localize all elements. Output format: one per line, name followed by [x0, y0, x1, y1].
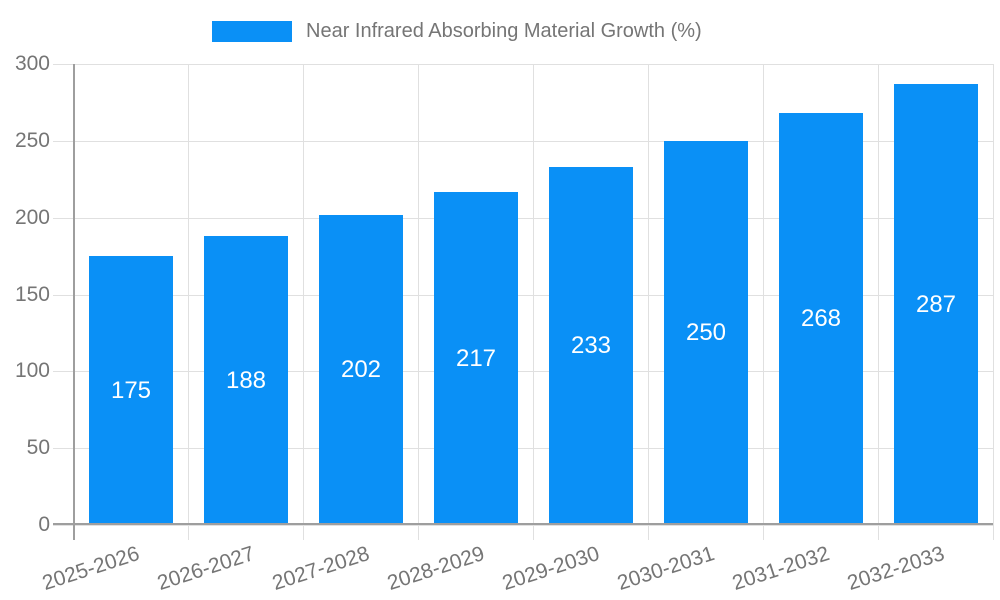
- bar-2030-2031[interactable]: [664, 141, 748, 523]
- gridline-vertical: [648, 64, 649, 540]
- x-axis-tick-label: 2026-2027: [154, 542, 258, 595]
- gridline-vertical: [533, 64, 534, 540]
- bar-2026-2027[interactable]: [204, 236, 288, 523]
- y-axis-tick-label: 100: [14, 359, 50, 382]
- bar-2032-2033[interactable]: [894, 84, 978, 523]
- gridline-vertical: [418, 64, 419, 540]
- y-axis-tick-label: 150: [14, 283, 50, 306]
- bar-2028-2029[interactable]: [434, 192, 518, 523]
- y-axis-line: [73, 64, 75, 540]
- gridline-vertical: [993, 64, 994, 540]
- x-axis-tick-label: 2028-2029: [384, 542, 488, 595]
- gridline-horizontal: [53, 448, 993, 449]
- gridline-vertical: [763, 64, 764, 540]
- legend-swatch: [212, 21, 292, 42]
- y-axis-tick-label: 0: [38, 513, 50, 536]
- gridline-horizontal: [53, 64, 993, 65]
- y-axis-tick-label: 200: [14, 206, 50, 229]
- legend-label: Near Infrared Absorbing Material Growth …: [306, 20, 702, 42]
- y-axis-tick-label: 300: [14, 52, 50, 75]
- gridline-horizontal: [53, 218, 993, 219]
- gridline-horizontal: [53, 371, 993, 372]
- gridline-vertical: [303, 64, 304, 540]
- bar-2025-2026[interactable]: [89, 256, 173, 523]
- x-axis-tick-label: 2029-2030: [499, 542, 603, 595]
- y-axis-tick-label: 50: [26, 436, 50, 459]
- legend-item[interactable]: Near Infrared Absorbing Material Growth …: [212, 21, 702, 42]
- gridline-horizontal: [53, 525, 993, 526]
- gridline-horizontal: [53, 295, 993, 296]
- bar-2027-2028[interactable]: [319, 215, 403, 523]
- gridline-vertical: [878, 64, 879, 540]
- x-axis-line: [53, 523, 993, 525]
- x-axis-tick-label: 2032-2033: [844, 542, 948, 595]
- gridline-vertical: [188, 64, 189, 540]
- gridline-horizontal: [53, 141, 993, 142]
- x-axis-tick-label: 2031-2032: [729, 542, 833, 595]
- x-axis-tick-label: 2025-2026: [39, 542, 143, 595]
- bar-2031-2032[interactable]: [779, 113, 863, 523]
- x-axis-tick-label: 2027-2028: [269, 542, 373, 595]
- y-axis-tick-label: 250: [14, 129, 50, 152]
- bar-2029-2030[interactable]: [549, 167, 633, 523]
- x-axis-tick-label: 2030-2031: [614, 542, 718, 595]
